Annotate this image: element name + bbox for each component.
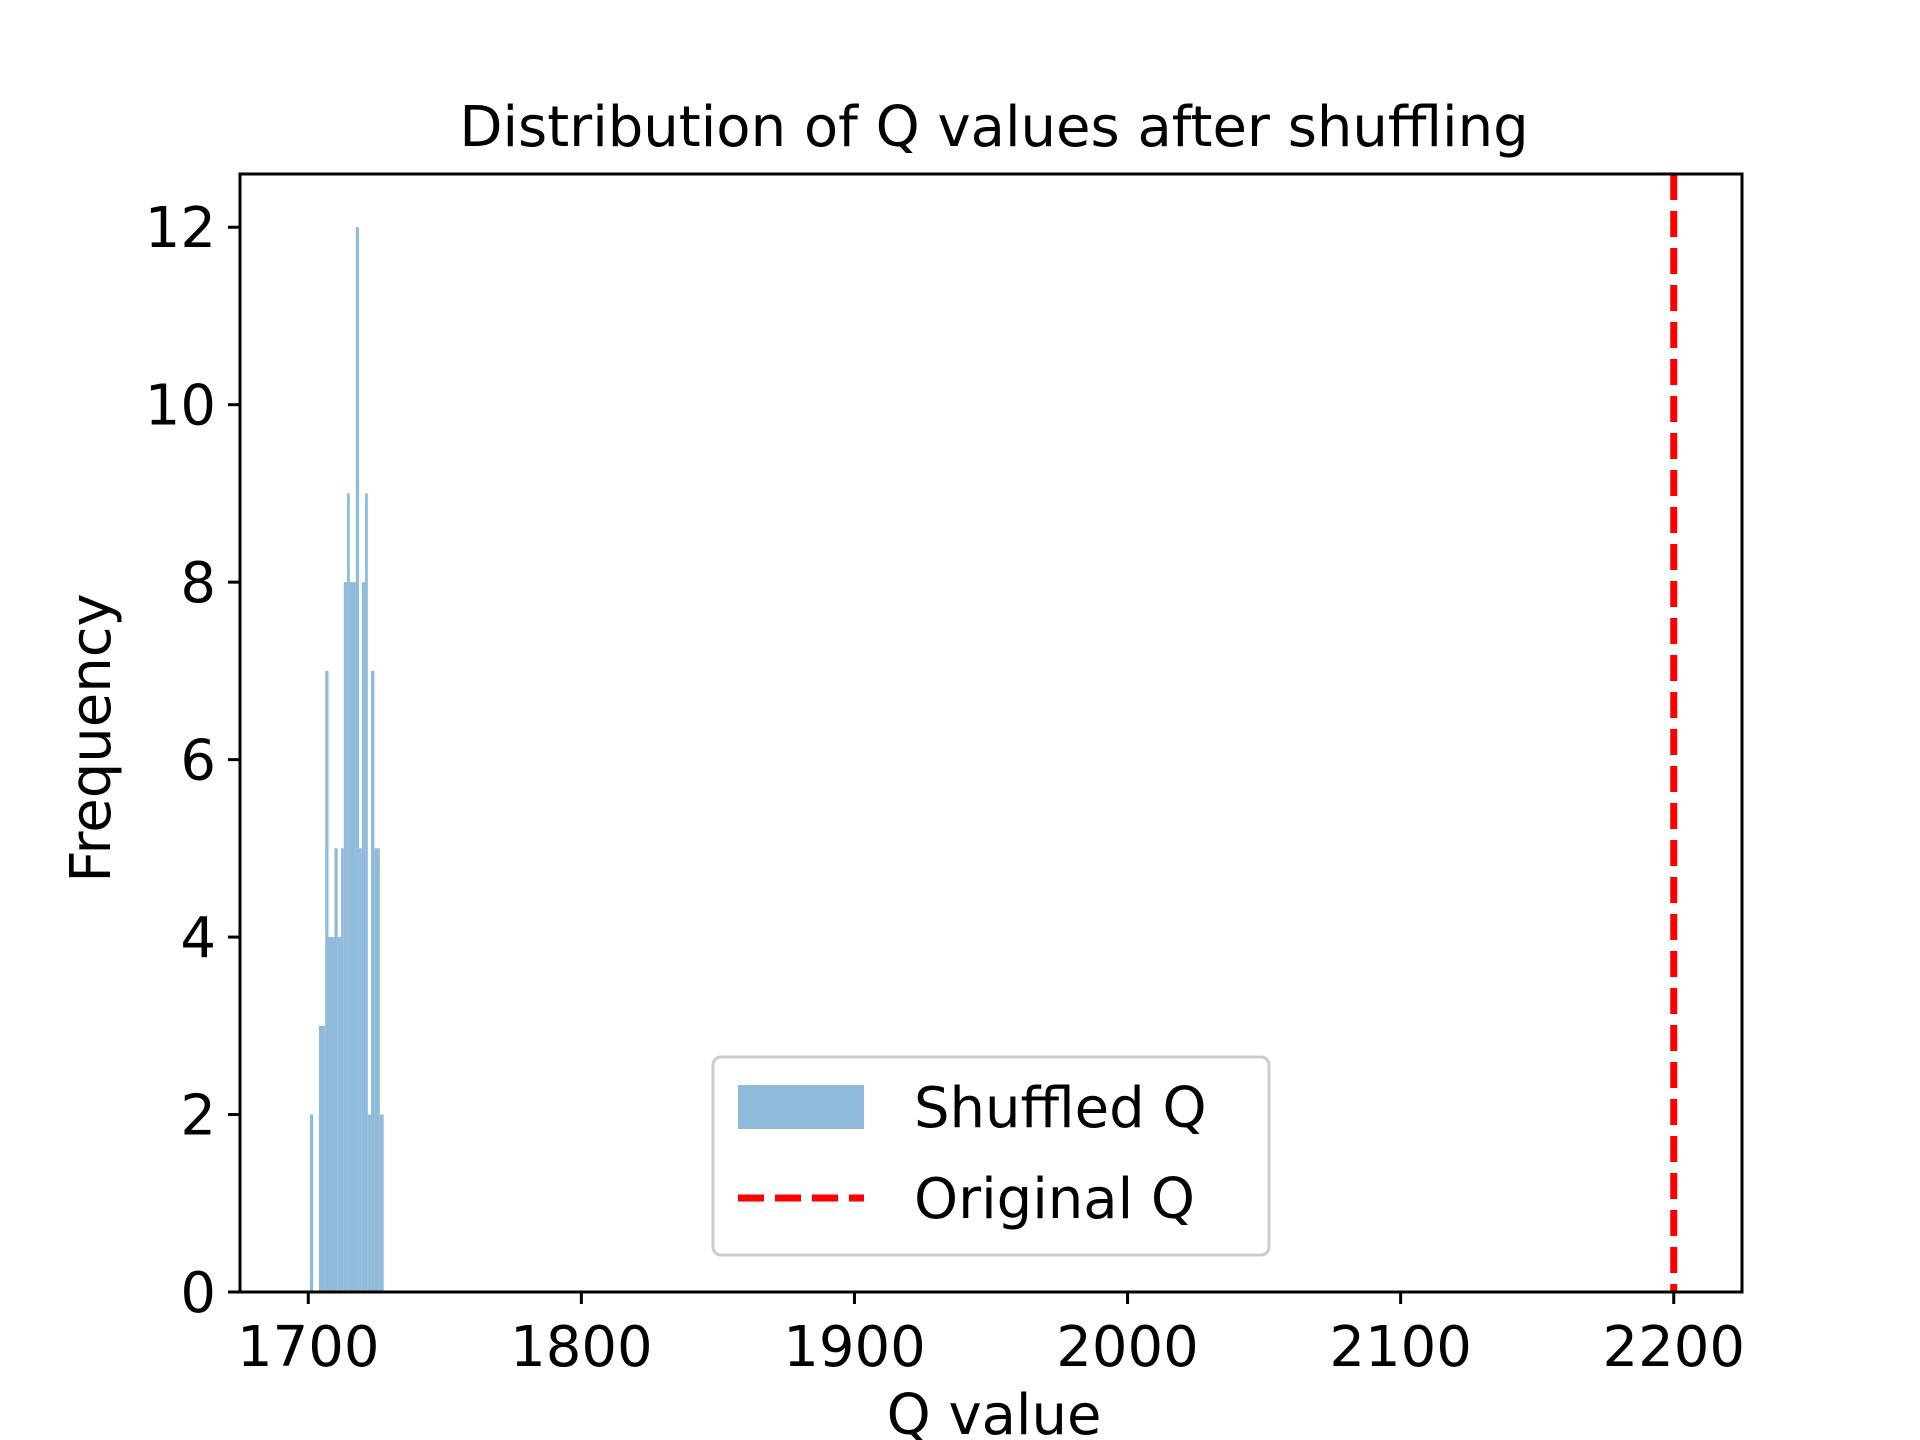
histogram-bar bbox=[367, 1114, 372, 1292]
histogram-bar bbox=[379, 1114, 384, 1292]
y-axis-label: Frequency bbox=[59, 593, 124, 882]
histogram-bar bbox=[349, 582, 356, 1292]
x-axis-label: Q value bbox=[887, 1383, 1102, 1440]
histogram-bar bbox=[347, 493, 350, 1292]
histogram-bar bbox=[361, 582, 366, 1292]
chart-title: Distribution of Q values after shuffling bbox=[459, 95, 1528, 160]
y-tick-label: 2 bbox=[180, 1084, 216, 1149]
histogram-bar bbox=[371, 670, 375, 1292]
y-axis-ticks: 0 2 4 6 8 10 12 bbox=[145, 196, 240, 1326]
legend-label-original-q: Original Q bbox=[914, 1167, 1195, 1232]
x-tick-label: 1700 bbox=[237, 1315, 380, 1380]
chart-legend: Shuffled Q Original Q bbox=[711, 1055, 1271, 1257]
x-axis-ticks: 1700 1800 1900 2000 2100 2200 bbox=[237, 1292, 1745, 1380]
histogram-bar bbox=[318, 1025, 326, 1292]
legend-label-shuffled-q: Shuffled Q bbox=[914, 1076, 1207, 1141]
x-tick-label: 2100 bbox=[1329, 1315, 1472, 1380]
y-tick-label: 0 bbox=[180, 1261, 216, 1326]
plot-frame bbox=[238, 172, 1744, 1294]
histogram-bar bbox=[325, 670, 329, 1292]
x-tick-label: 1900 bbox=[783, 1315, 926, 1380]
legend-swatch-shuffled-q bbox=[738, 1085, 864, 1129]
y-tick-label: 10 bbox=[145, 374, 216, 439]
x-tick-label: 2000 bbox=[1056, 1315, 1199, 1380]
histogram-bar bbox=[337, 937, 342, 1292]
y-tick-label: 4 bbox=[180, 906, 216, 971]
histogram-bar bbox=[309, 1114, 314, 1292]
y-tick-label: 8 bbox=[180, 551, 216, 616]
histogram-bar bbox=[365, 493, 368, 1292]
y-tick-label: 12 bbox=[145, 196, 216, 261]
x-tick-label: 1800 bbox=[510, 1315, 653, 1380]
x-tick-label: 2200 bbox=[1602, 1315, 1745, 1380]
histogram-bar bbox=[341, 848, 344, 1292]
histogram-bar bbox=[359, 848, 362, 1292]
histogram-bar bbox=[334, 848, 338, 1292]
histogram-bar bbox=[374, 848, 380, 1292]
y-tick-label: 6 bbox=[180, 729, 216, 794]
histogram-bars bbox=[309, 227, 384, 1293]
histogram-bar bbox=[355, 227, 360, 1293]
histogram-bar bbox=[328, 937, 335, 1292]
histogram-bar bbox=[343, 582, 348, 1292]
